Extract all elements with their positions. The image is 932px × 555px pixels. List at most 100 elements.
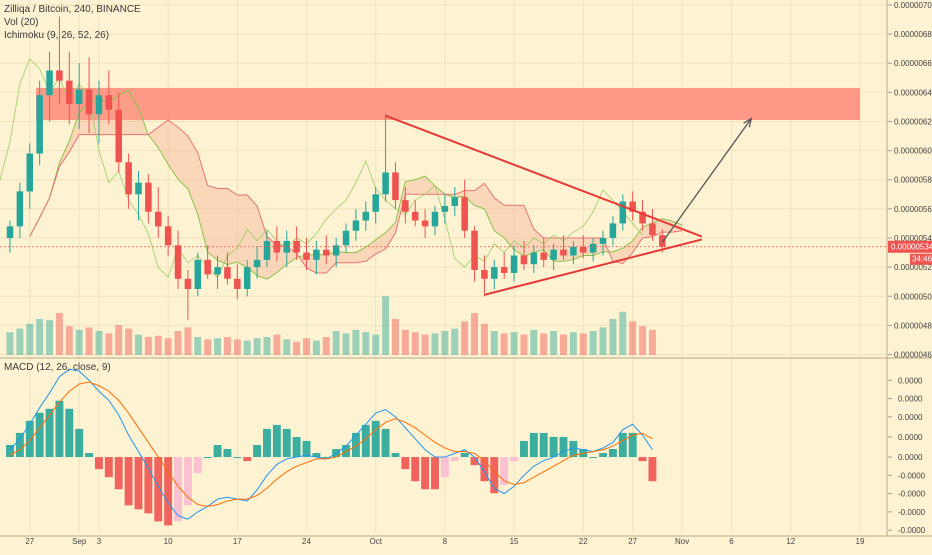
candle-body: [16, 191, 24, 227]
candle-body: [639, 211, 646, 224]
macd-y-tick-label: 0.0000: [898, 413, 923, 422]
volume-bar: [154, 335, 162, 355]
volume-bar: [95, 331, 103, 355]
macd-histogram-bar: [243, 457, 252, 462]
resistance-zone: [0, 58, 860, 280]
candle-body: [431, 211, 439, 227]
macd-histogram-bar: [15, 432, 24, 458]
drawings[interactable]: [0, 114, 886, 296]
macd-histogram-bar: [6, 444, 14, 458]
candle-body: [253, 259, 261, 268]
candle-body: [75, 89, 83, 104]
volume-bar: [6, 332, 14, 355]
candle-body: [382, 172, 389, 195]
volume-bar: [362, 332, 370, 355]
macd-histogram-bar: [282, 428, 291, 458]
volume-bar: [46, 320, 53, 355]
x-tick-label: 24: [302, 537, 311, 546]
macd-histogram-bar: [302, 440, 311, 458]
candle-body: [500, 267, 508, 273]
volume-bar: [223, 337, 231, 355]
volume-bar: [461, 321, 469, 355]
volume-bar: [431, 333, 439, 355]
upper-trendline: [385, 114, 703, 238]
volume-bar: [480, 323, 488, 355]
volume-legend[interactable]: Vol (20): [4, 17, 39, 28]
macd-legend[interactable]: MACD (12, 26, close, 9): [4, 362, 111, 373]
macd-histogram-bar: [421, 457, 430, 490]
volume-bar: [441, 331, 449, 355]
candle-body: [342, 230, 350, 246]
macd-histogram-bar: [618, 432, 627, 458]
candle-body: [303, 252, 310, 260]
candle-body: [135, 182, 142, 195]
volume-bar: [639, 326, 647, 355]
ichimoku-legend[interactable]: Ichimoku (9, 26, 52, 26): [4, 30, 110, 41]
macd-histogram-bar: [95, 457, 103, 470]
macd-histogram-bar: [85, 453, 94, 458]
candle-body: [579, 246, 587, 253]
candle-body: [46, 70, 53, 96]
macd-histogram-bar: [134, 457, 143, 510]
countdown-label: 34:46: [912, 255, 932, 264]
candle-body: [56, 70, 63, 81]
macd-histogram-bar: [549, 436, 558, 458]
volume-bar: [401, 329, 409, 355]
x-tick-label: 19: [856, 537, 865, 546]
macd-histogram-bar: [440, 457, 449, 478]
volume-bar: [471, 313, 478, 355]
x-tick-label: 12: [786, 537, 795, 546]
volume-bar: [214, 338, 222, 355]
resistance-zone-rect: [36, 87, 860, 120]
candle-body: [224, 267, 231, 279]
candle-body: [66, 80, 73, 104]
macd-y-tick-label: -0.0000: [898, 508, 926, 517]
candle-body: [510, 255, 518, 273]
macd-histogram-bar: [539, 432, 548, 458]
macd-histogram-bar: [104, 457, 113, 478]
candle-body: [95, 95, 103, 115]
volume-bar: [144, 337, 152, 355]
volume-bar: [293, 341, 301, 355]
macd-histogram-bar: [114, 457, 123, 490]
candle-body: [164, 226, 172, 246]
macd-signal-line: [9, 381, 653, 507]
volume-bar: [372, 334, 380, 355]
x-tick-label: 3: [97, 537, 102, 546]
macd-line: [9, 368, 653, 520]
volume-bar: [540, 333, 548, 355]
volume-bar: [392, 319, 399, 355]
volume-bar: [65, 326, 73, 355]
candle-body: [629, 201, 636, 212]
projection-arrowhead: [743, 117, 753, 128]
x-tick-label: 8: [443, 537, 448, 546]
volume-bar: [411, 332, 419, 355]
candle-body: [243, 267, 251, 289]
current-price-label: 0.00000534: [891, 243, 932, 252]
volume-bar: [75, 329, 83, 355]
volume-bar: [560, 334, 567, 355]
volume-bar: [589, 331, 597, 355]
candle-body: [402, 200, 409, 212]
macd-histogram-bar: [322, 457, 331, 459]
candle-body: [451, 197, 459, 206]
macd-histogram-bar: [253, 444, 262, 458]
macd-y-tick-label: 0.0000: [898, 395, 923, 404]
volume-bar: [648, 329, 656, 355]
macd-histogram-bar: [599, 453, 607, 458]
candle-body: [461, 197, 468, 231]
chart-title[interactable]: Zilliqa / Bitcoin, 240, BINANCE: [4, 4, 141, 15]
volume-bar: [303, 338, 310, 355]
volume-bar: [322, 337, 330, 355]
volume-bar: [342, 333, 350, 355]
